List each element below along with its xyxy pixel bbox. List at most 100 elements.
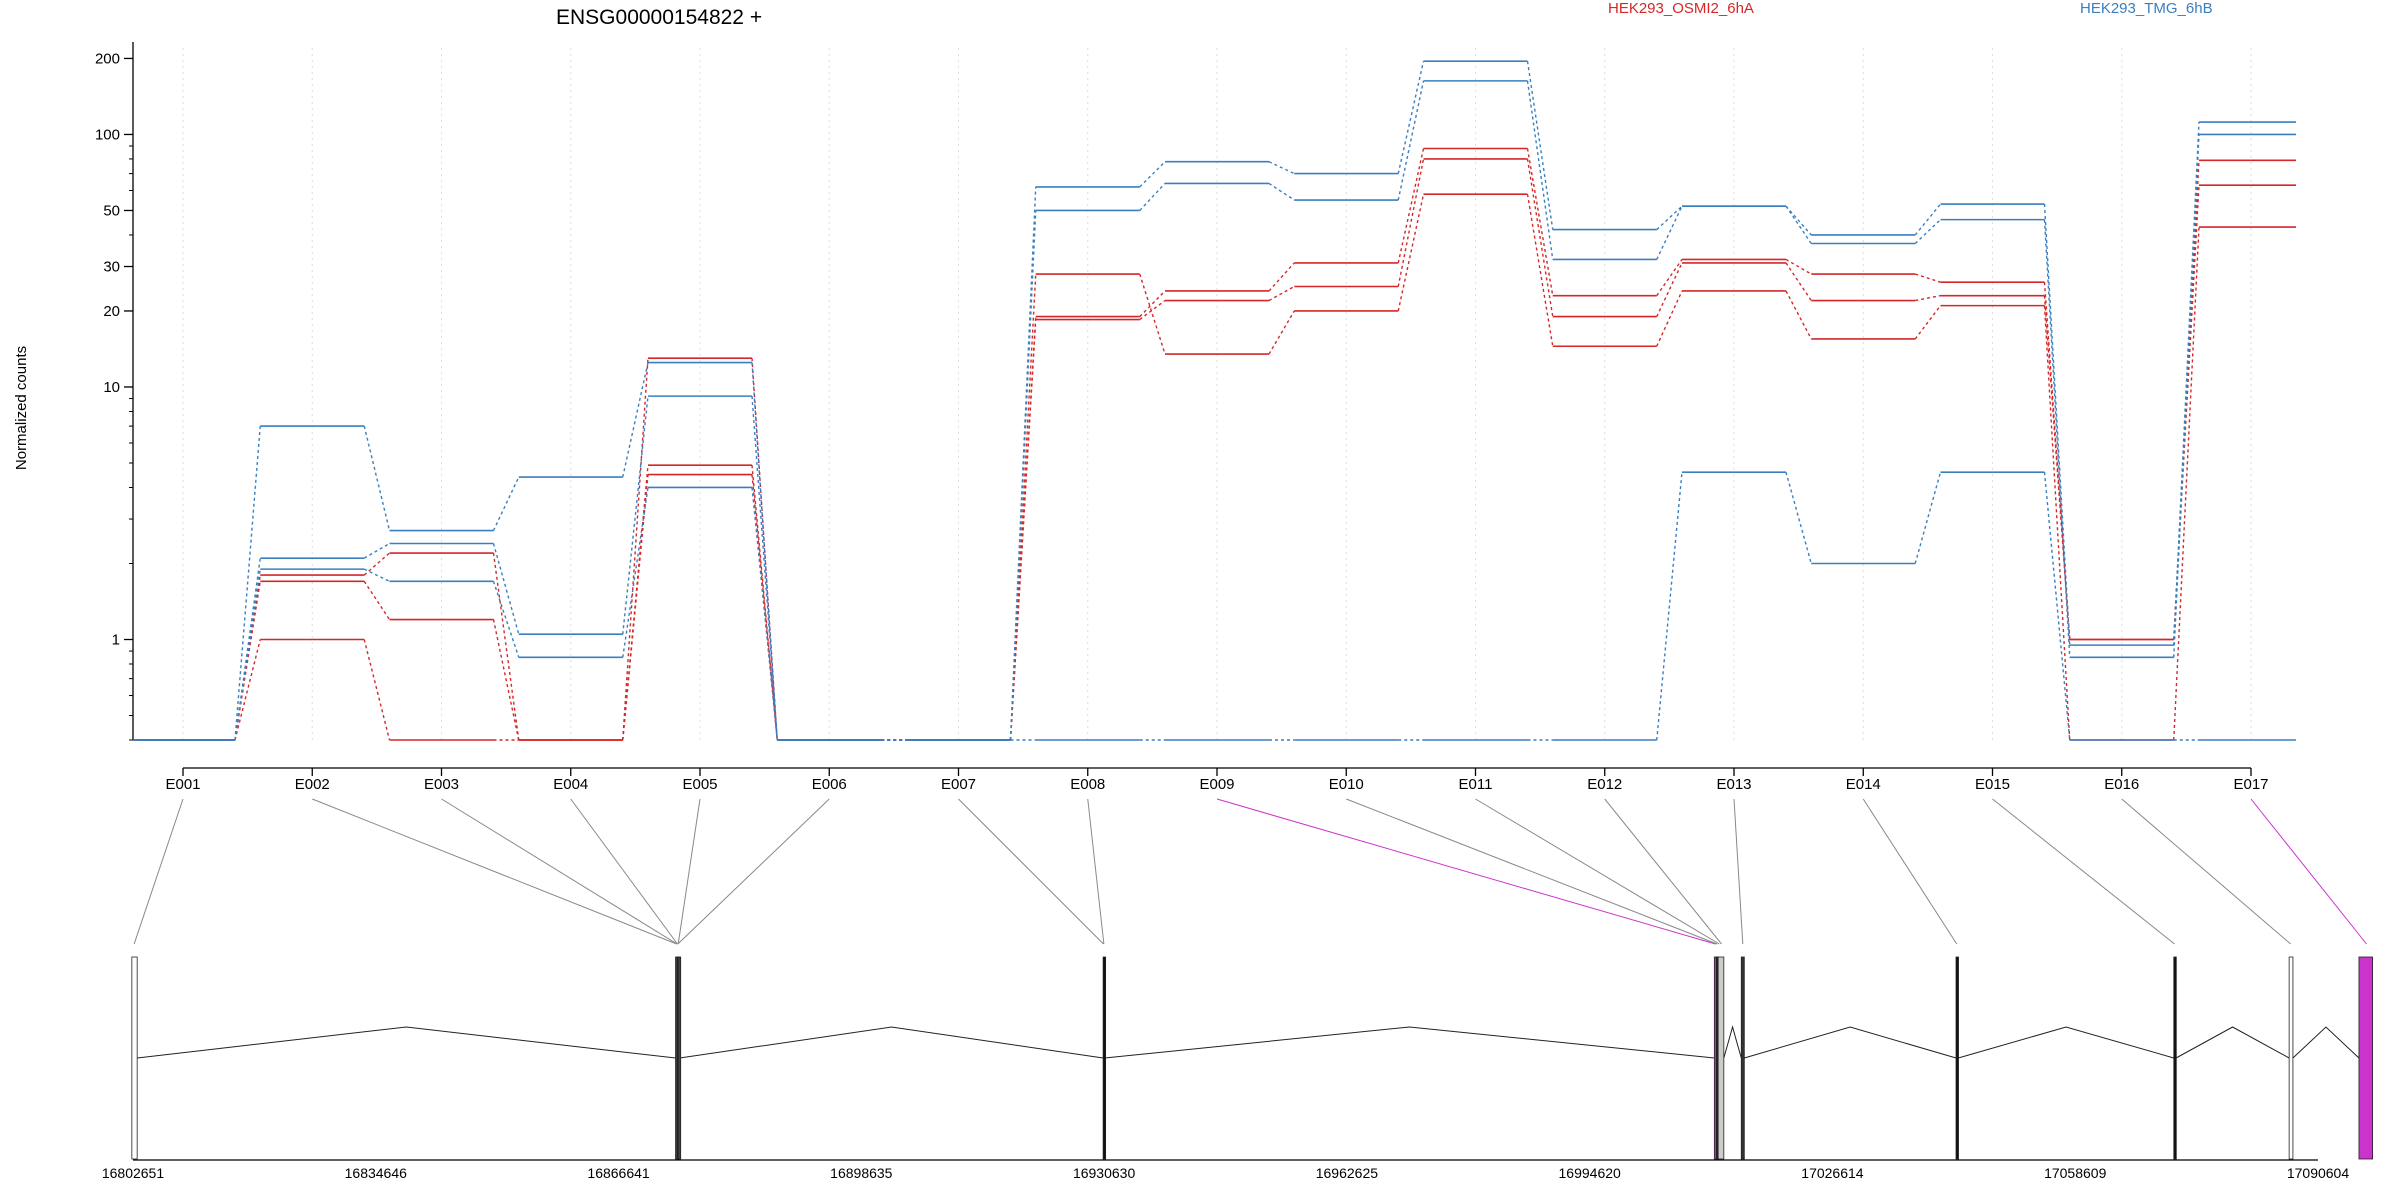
exon-E017 [2358, 956, 2374, 1160]
series-connector [1526, 61, 1554, 230]
coord-tick-label: 16962625 [1316, 1165, 1379, 1181]
series-connector [234, 569, 261, 741]
y-tick-label: 50 [103, 202, 120, 219]
series-connector [363, 568, 390, 582]
x-tick-label: E011 [1459, 776, 1493, 793]
series-connector [1397, 80, 1425, 201]
coord-tick-label: 16930630 [1073, 1165, 1136, 1181]
x-tick-label: E013 [1716, 776, 1751, 793]
intron-line [1723, 1025, 1742, 1059]
series-connector [1656, 472, 1683, 741]
series-connector [1139, 161, 1166, 188]
series-4 [133, 60, 2296, 741]
x-tick-label: E014 [1846, 776, 1881, 793]
connector-E016 [2121, 798, 2291, 945]
coord-tick-label: 16834646 [345, 1165, 408, 1181]
x-tick-label: E010 [1329, 776, 1364, 793]
legend-series-tmg: HEK293_TMG_6hB [2080, 0, 2213, 17]
gene-model [131, 956, 2374, 1160]
connector-E005 [677, 798, 701, 945]
intron-line [1104, 1026, 1715, 1059]
series-connector [2173, 160, 2200, 640]
y-tick-label: 100 [95, 126, 120, 143]
series-connector [492, 552, 520, 741]
intron-line [679, 1026, 1104, 1059]
series-connector [1268, 262, 1295, 292]
series-connector [1785, 205, 1812, 236]
series-connector [363, 639, 391, 741]
x-tick-label: E015 [1975, 776, 2010, 793]
connector-E003 [441, 798, 678, 945]
connector-E010 [1346, 798, 1718, 945]
genomic-coordinate-axis: 16802651 16834646 16866641 16898635 16930630… [102, 1159, 2350, 1181]
connector-E008 [1087, 798, 1105, 945]
connector-E001 [133, 798, 184, 945]
series-connector [1656, 259, 1683, 297]
y-tick-label: 30 [103, 259, 120, 276]
x-tick-label: E008 [1070, 776, 1105, 793]
exon-E006-E007 [1102, 956, 1107, 1160]
series-connector [751, 465, 778, 741]
intron-line [1958, 1026, 2174, 1059]
y-axis-label: Normalized counts [13, 346, 30, 470]
series-layer [133, 60, 2296, 741]
series-connector [234, 639, 261, 741]
connector-E007 [958, 798, 1104, 945]
series-connector [1526, 158, 1554, 317]
series-connector [1915, 294, 1941, 302]
connector-E012 [1604, 798, 1722, 945]
series-6 [133, 471, 2296, 741]
coord-tick-label: 16802651 [102, 1165, 165, 1181]
series-connector [2173, 134, 2200, 658]
x-tick-label: E009 [1199, 776, 1234, 793]
series-connector [1914, 471, 1942, 564]
x-tick-label: E004 [553, 776, 588, 793]
coord-tick-label: 16866641 [587, 1165, 650, 1181]
series-connector [1139, 273, 1166, 355]
series-connector [2173, 226, 2200, 741]
coord-tick-label: 17058609 [2044, 1165, 2107, 1181]
series-2 [133, 158, 2296, 741]
series-connector [363, 552, 390, 576]
intron-line [2292, 1026, 2360, 1059]
coord-tick-label: 17090604 [2287, 1165, 2350, 1181]
connector-E009 [1216, 798, 1716, 945]
connector-E015 [1992, 798, 2175, 945]
series-connector [363, 425, 391, 531]
x-tick-label: E007 [941, 776, 976, 793]
series-connector [1009, 274, 1037, 741]
exon-E004-E005 [677, 956, 682, 1160]
series-connector [1656, 205, 1683, 231]
y-axis: 1 10 20 30 50 100 200 [95, 42, 134, 741]
series-connector [363, 580, 391, 620]
series-connector [622, 358, 649, 741]
connector-E017 [2250, 798, 2367, 945]
series-connector [1268, 310, 1295, 355]
series-3 [133, 193, 2296, 741]
exon-connector-lines [133, 798, 2367, 945]
series-connector [1914, 219, 1941, 245]
series-connector [1268, 285, 1295, 302]
x-tick-label: E017 [2233, 776, 2268, 793]
series-connector [1914, 305, 1942, 340]
x-tick-label: E003 [424, 776, 459, 793]
series-connector [1268, 182, 1295, 201]
series-connector [2043, 305, 2071, 741]
series-connector [492, 543, 520, 635]
connector-E006 [677, 798, 830, 945]
series-connector [1009, 319, 1037, 741]
series-connector [492, 619, 520, 741]
exon-E001 [131, 956, 138, 1160]
series-connector [492, 581, 520, 658]
coord-tick-label: 17026614 [1801, 1165, 1864, 1181]
connector-E013 [1733, 798, 1744, 945]
y-tick-label: 200 [95, 50, 120, 67]
series-connector [1785, 262, 1812, 301]
series-connector [1656, 205, 1683, 260]
intron-line [2175, 1026, 2290, 1059]
x-tick-label: E006 [812, 776, 847, 793]
series-connector [1785, 290, 1812, 340]
chart-title: ENSG00000154822 + [556, 6, 762, 29]
series-connector [622, 396, 649, 635]
series-connector [1526, 194, 1554, 347]
